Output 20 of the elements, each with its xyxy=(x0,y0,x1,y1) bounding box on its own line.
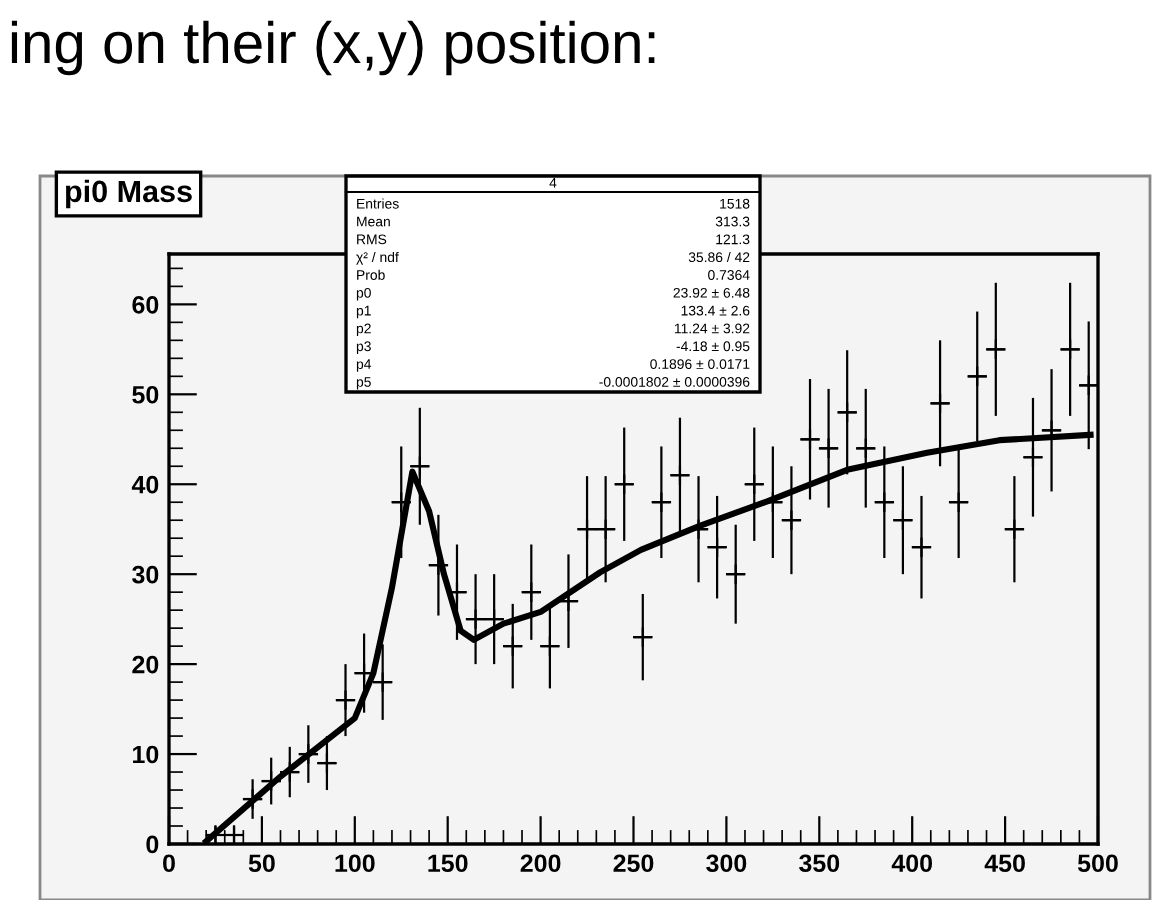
x-tick-label: 500 xyxy=(1077,854,1118,873)
y-tick-label: 20 xyxy=(132,655,159,674)
x-tick-label: 450 xyxy=(984,854,1025,873)
y-tick-label: 30 xyxy=(132,565,159,584)
x-tick-label: 350 xyxy=(799,854,840,873)
x-tick-label: 100 xyxy=(335,854,375,873)
x-tick-label: 300 xyxy=(706,854,747,873)
y-tick-label: 10 xyxy=(133,745,159,764)
x-tick-label: 0 xyxy=(163,854,175,873)
y-tick-label: 50 xyxy=(132,385,159,404)
y-tick-label: 0 xyxy=(146,835,159,854)
x-tick-label: 250 xyxy=(613,854,654,873)
text: ing on their (x,y) position: xyxy=(11,20,655,76)
x-tick-label: 200 xyxy=(520,854,561,873)
x-tick-label: 400 xyxy=(891,854,933,873)
x-tick-label: 50 xyxy=(248,854,275,873)
y-tick-label: 60 xyxy=(132,295,159,314)
x-tick-label: 150 xyxy=(428,854,468,873)
y-tick-label: 40 xyxy=(131,475,159,494)
chart-title: pi0 Mass xyxy=(66,179,192,209)
